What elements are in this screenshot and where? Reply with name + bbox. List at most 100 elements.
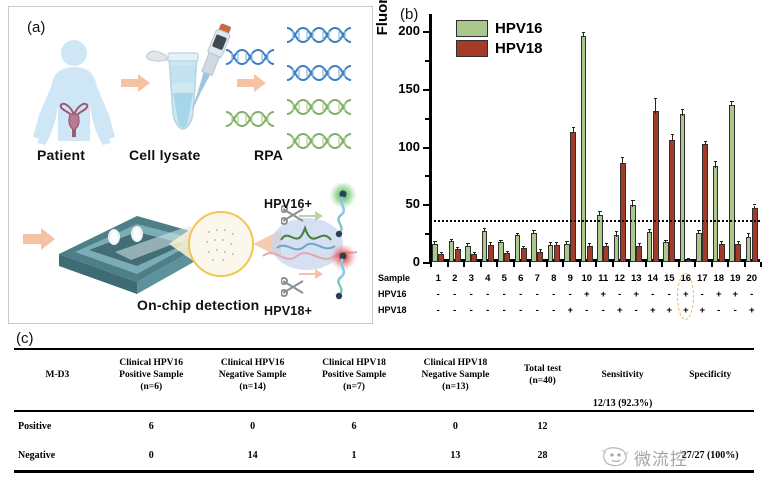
cell-pos-hpv16-negative: 0	[250, 420, 256, 432]
annotation-cell: -	[552, 305, 556, 316]
error-bar-cap	[466, 243, 470, 245]
chart-legend: HPV16 HPV18	[456, 20, 543, 60]
hdr-line: (n=6)	[140, 381, 163, 392]
annotation-cell: 8	[551, 273, 557, 284]
bar-hpv18-sample-15	[669, 139, 676, 262]
error-bar-cap	[664, 239, 668, 241]
y-axis-tick-label: 100	[398, 138, 420, 154]
y-axis-tick-label: 200	[398, 23, 420, 39]
dna-helix-icon-blue-3	[286, 64, 352, 82]
cell-pos-total: 12	[537, 420, 548, 432]
bar-hpv16-sample-19	[729, 105, 735, 262]
x-axis-tick	[677, 262, 680, 267]
error-bar	[516, 233, 518, 236]
pipette-icon	[192, 23, 231, 109]
bar-hpv16-sample-20	[745, 236, 752, 262]
annotation-row-hpv18: HPV18- - - - - - - - + - - + - + + + + - - +	[378, 304, 768, 319]
hdr-line: (n=40)	[529, 375, 556, 386]
cell-neg-hpv16-positive: 0	[148, 449, 154, 461]
annotation-cell: -	[717, 305, 721, 316]
bar-hpv18-sample-1	[438, 253, 445, 262]
error-bar	[688, 258, 690, 261]
error-bar	[747, 234, 749, 238]
y-axis-tick	[423, 146, 430, 149]
y-axis-tick-label: 150	[398, 80, 420, 96]
annotation-cell: 15	[663, 273, 675, 284]
bar-hpv16-sample-6	[514, 235, 521, 262]
error-bar	[549, 242, 551, 246]
annotation-cell: 2	[452, 273, 458, 284]
error-bar-cap	[499, 240, 503, 242]
error-bar	[523, 246, 525, 249]
error-bar	[457, 247, 459, 250]
dna-helix-icon-green-3	[286, 132, 352, 150]
annotation-cell: +	[616, 305, 623, 316]
table-header-total-test: Total test (n=40)	[506, 349, 578, 411]
error-bar-cap	[647, 228, 652, 230]
panel-c-validation-table: M-D3 Clinical HPV16 Positive Sample (n=6…	[14, 348, 754, 488]
hpv18-reporter-readout-icon	[281, 245, 357, 300]
error-bar	[490, 242, 492, 246]
annotation-cell: +	[699, 305, 706, 316]
error-bar-cap	[581, 32, 586, 34]
error-bar	[483, 228, 485, 232]
hdr-line: Negative Sample	[218, 369, 287, 380]
y-axis-minor-tick	[425, 117, 430, 120]
bar-hpv16-sample-9	[564, 243, 570, 262]
y-axis-line	[429, 14, 432, 262]
error-bar	[731, 101, 733, 107]
bar-hpv18-sample-8	[553, 244, 560, 262]
annotation-cell: -	[502, 305, 506, 316]
bar-hpv16-sample-12	[613, 235, 620, 262]
hdr-line: Clinical HPV16	[119, 358, 184, 368]
legend-label-hpv18: HPV18	[495, 40, 543, 57]
hdr-line: Negative Sample	[421, 369, 490, 380]
arrow-icon-2	[237, 74, 266, 92]
legend-item-hpv16: HPV16	[456, 20, 543, 37]
bar-hpv16-sample-1	[432, 243, 438, 262]
bar-hpv18-sample-5	[504, 252, 511, 262]
x-axis-tick	[760, 262, 762, 267]
y-axis-tick-label: 50	[405, 196, 420, 212]
annotation-cell: 12	[614, 273, 626, 284]
dna-helix-icon-blue-1	[225, 48, 275, 66]
error-bar-cap	[489, 241, 493, 243]
table-row-negative: Negative 0 14 1 13 28 27/27 (100%)	[14, 441, 754, 472]
table-corner-label: M-D3	[45, 369, 70, 380]
error-bar	[665, 240, 667, 243]
annotation-cell: -	[552, 289, 556, 300]
error-bar	[737, 241, 739, 245]
on-chip-detection-schematic	[23, 211, 358, 294]
watermark-face-icon	[601, 447, 629, 467]
error-bar	[450, 239, 452, 242]
hdr-line: Total test	[523, 363, 562, 374]
annotation-cell: 3	[468, 273, 474, 284]
error-bar-cap	[753, 204, 757, 206]
bar-hpv16-sample-17	[696, 233, 702, 262]
annotation-cell: -	[535, 305, 539, 316]
error-bar	[638, 244, 640, 247]
annotation-cell: -	[618, 289, 622, 300]
y-axis-minor-tick	[425, 233, 430, 236]
step-label-on-chip-detection: On-chip detection	[137, 297, 260, 313]
x-axis-tick	[644, 262, 647, 267]
sensitivity-text: 12/13 (92.3%)	[592, 397, 653, 409]
annotation-cell: -	[634, 305, 638, 316]
annotation-cell: -	[469, 289, 473, 300]
error-bar-cap	[472, 251, 476, 253]
bar-hpv16-sample-7	[531, 233, 537, 262]
annotation-cell: 18	[713, 273, 725, 284]
panel-a-label: (a)	[27, 19, 46, 36]
annotation-cell: +	[732, 289, 739, 300]
sample-annotation-table: Sample 1 2 3 4 5 6 7 8 9 10 11 12 13 14 15 16 17 18 19 20 HPV…	[378, 272, 768, 324]
bar-hpv16-sample-13	[630, 205, 636, 262]
error-bar-cap	[614, 231, 619, 233]
error-bar	[533, 230, 535, 234]
threshold-line	[430, 220, 760, 223]
legend-swatch-hpv18	[456, 40, 488, 57]
legend-label-hpv16: HPV16	[495, 20, 543, 37]
annotation-cell: -	[486, 305, 490, 316]
error-bar-cap	[439, 251, 443, 253]
annotation-cell: -	[453, 289, 457, 300]
step-label-rpa: RPA	[254, 147, 284, 163]
